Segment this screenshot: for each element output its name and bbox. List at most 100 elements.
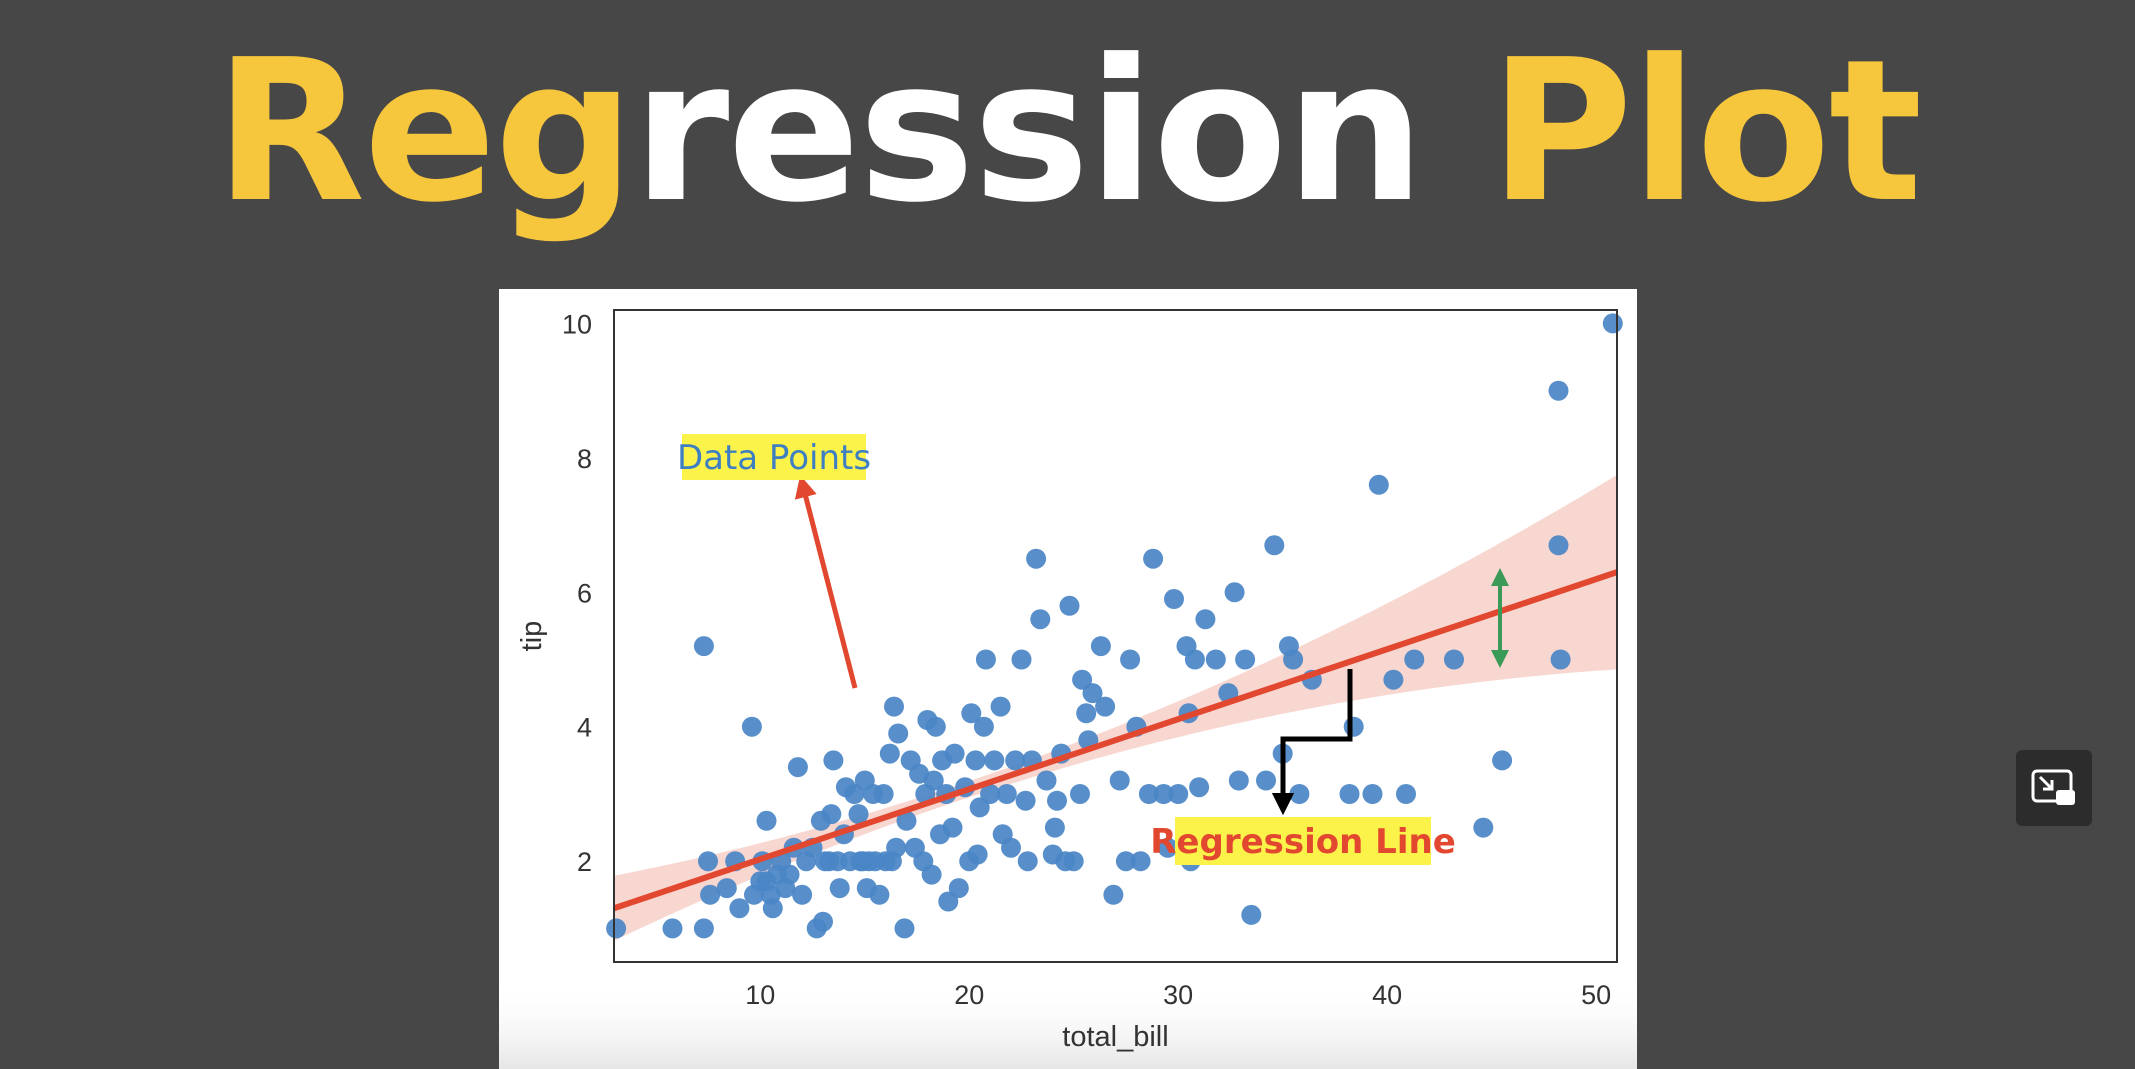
data-point xyxy=(821,804,842,825)
data-point xyxy=(756,810,777,831)
data-point xyxy=(1130,851,1151,872)
data-point xyxy=(813,911,833,932)
data-point xyxy=(1383,669,1404,690)
data-point xyxy=(1396,784,1416,804)
y-tick-label: 4 xyxy=(577,713,592,743)
data-point xyxy=(884,696,904,717)
data-point xyxy=(1082,683,1103,704)
data-point xyxy=(1030,609,1051,630)
title-part-ression: ression xyxy=(632,18,1425,246)
plot-frame xyxy=(613,309,1618,963)
data-point xyxy=(984,750,1005,771)
data-point xyxy=(1602,313,1623,334)
data-point xyxy=(1157,837,1178,858)
x-tick-label: 40 xyxy=(1372,980,1402,1010)
regression-line-arrow xyxy=(1271,669,1353,816)
data-point xyxy=(1095,696,1116,717)
data-point xyxy=(848,804,869,825)
data-point xyxy=(1548,380,1569,401)
data-point xyxy=(1224,582,1245,603)
data-point xyxy=(1115,851,1136,872)
data-point xyxy=(1017,851,1038,872)
data-point xyxy=(1195,609,1216,630)
data-point xyxy=(787,757,808,778)
data-point xyxy=(1473,817,1494,838)
picture-in-picture-icon xyxy=(2031,769,2075,805)
data-point xyxy=(1005,750,1026,771)
x-tick-label: 30 xyxy=(1163,980,1193,1010)
data-point xyxy=(980,784,1001,804)
x-tick-label: 50 xyxy=(1581,980,1611,1010)
data-point xyxy=(1235,649,1256,670)
data-point xyxy=(925,716,946,737)
data-point xyxy=(967,844,988,865)
data-point xyxy=(1168,784,1189,804)
data-point xyxy=(762,898,783,919)
data-point xyxy=(729,898,750,919)
data-point xyxy=(662,918,683,939)
data-point xyxy=(698,851,718,872)
data-point xyxy=(961,703,982,724)
data-points-label: Data Points xyxy=(677,438,871,478)
data-point xyxy=(886,837,907,858)
data-point xyxy=(1103,884,1124,905)
data-point xyxy=(1076,703,1097,724)
data-point xyxy=(1011,649,1032,670)
data-point xyxy=(1362,784,1383,804)
data-point xyxy=(1164,589,1184,609)
data-point xyxy=(873,784,894,804)
data-point xyxy=(1138,784,1159,804)
data-point xyxy=(700,884,721,905)
data-point xyxy=(1205,649,1226,670)
data-point xyxy=(1368,474,1389,495)
title-part-reg: Reg xyxy=(214,18,635,246)
data-point xyxy=(1047,790,1067,811)
data-point xyxy=(741,716,762,737)
data-point xyxy=(844,784,865,804)
data-point xyxy=(1492,750,1513,771)
regression-line xyxy=(613,569,1618,912)
y-tick-label: 8 xyxy=(577,444,592,474)
data-point xyxy=(792,884,813,905)
data-point xyxy=(693,636,714,657)
card-bottom-fade xyxy=(499,979,1637,1069)
data-point xyxy=(921,864,942,885)
data-points-highlight xyxy=(682,434,866,480)
data-point xyxy=(606,918,627,939)
data-point xyxy=(1404,649,1425,670)
data-point xyxy=(948,878,969,899)
data-point xyxy=(944,743,965,764)
data-point xyxy=(1339,784,1360,804)
data-point xyxy=(1120,649,1141,670)
x-axis-label: total_bill xyxy=(1062,1021,1168,1053)
data-point xyxy=(965,750,986,771)
data-point xyxy=(1070,784,1090,804)
y-tick-label: 6 xyxy=(577,578,592,608)
data-point xyxy=(1044,817,1065,838)
regression-line-label: Regression Line xyxy=(1150,822,1456,862)
data-point xyxy=(1059,595,1080,616)
picture-in-picture-button[interactable] xyxy=(2016,750,2092,826)
data-point xyxy=(1015,790,1036,811)
data-point xyxy=(1189,777,1210,798)
data-point xyxy=(990,696,1011,717)
data-point xyxy=(888,723,909,744)
regression-line-highlight xyxy=(1175,817,1431,865)
data-point xyxy=(896,810,917,831)
y-tick-label: 2 xyxy=(577,847,592,877)
data-point xyxy=(1153,784,1174,804)
title-part-plot: Plot xyxy=(1423,18,1922,246)
regression-chart: 10 20 30 40 50 2 4 6 8 10 total_bill tip Data Poi… xyxy=(499,309,1637,1069)
chart-card: 10 20 30 40 50 2 4 6 8 10 total_bill tip Data Poi… xyxy=(499,289,1637,1069)
data-point xyxy=(996,784,1017,804)
data-point xyxy=(869,884,890,905)
data-point xyxy=(1264,535,1285,556)
data-point xyxy=(829,878,850,899)
x-tick-label: 20 xyxy=(954,980,984,1010)
y-axis-label: tip xyxy=(516,621,548,652)
page-title: Regression Plot xyxy=(0,22,2135,242)
data-point xyxy=(894,918,915,939)
data-point xyxy=(1036,770,1057,791)
data-point xyxy=(1343,716,1364,737)
data-points-arrow xyxy=(794,475,858,689)
